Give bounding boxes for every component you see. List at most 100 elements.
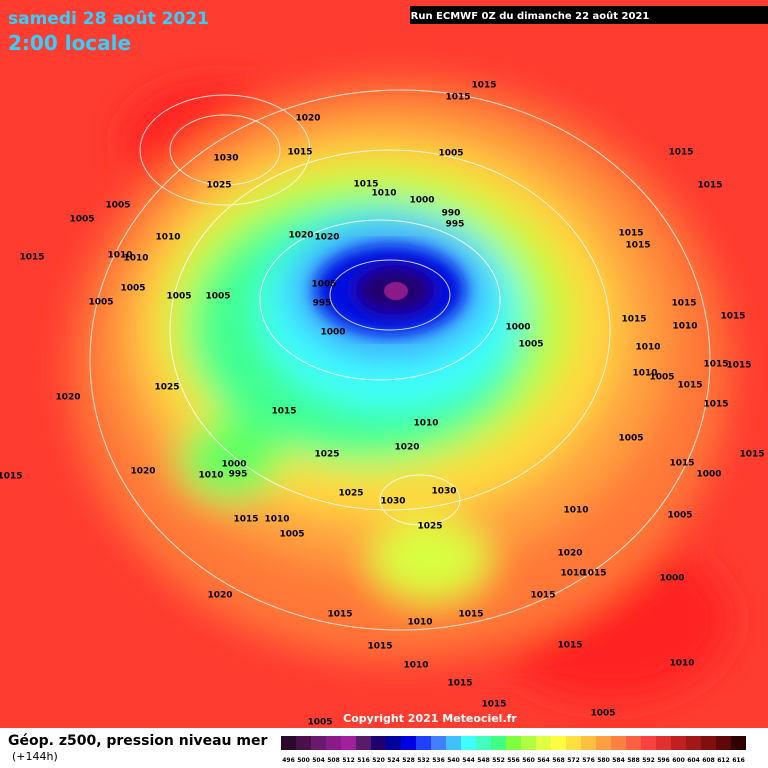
isobar-label: 1005: [311, 280, 336, 290]
isobar-label: 1015: [703, 360, 728, 370]
scale-label: 568: [552, 757, 565, 764]
color-scale: 496 500 504 508 512 516 520 524 528 532 536 540 544 5…: [281, 736, 746, 764]
isobar-label: 1010: [632, 369, 657, 379]
isobar-label: 1000: [221, 460, 246, 470]
scale-label: 516: [357, 757, 370, 764]
scale-label: 612: [717, 757, 730, 764]
isobar-label: 1015: [353, 180, 378, 190]
scale-swatch: [656, 736, 671, 750]
scale-label: 520: [372, 757, 385, 764]
isobar-label: 1015: [271, 407, 296, 417]
isobar-label: 1015: [739, 450, 764, 460]
isobar-label: 1015: [669, 459, 694, 469]
isobar-label: 1015: [668, 148, 693, 158]
isobar-label: 1020: [130, 467, 155, 477]
scale-swatch: [476, 736, 491, 750]
isobar-label: 1015: [697, 181, 722, 191]
isobar-label: 990: [442, 209, 461, 219]
scale-swatch: [491, 736, 506, 750]
isobar-label: 1000: [696, 470, 721, 480]
scale-label: 556: [507, 757, 520, 764]
scale-label: 548: [477, 757, 490, 764]
scale-swatch: [296, 736, 311, 750]
scale-label: 564: [537, 757, 550, 764]
scale-label: 504: [312, 757, 325, 764]
isobar-label: 1020: [314, 233, 339, 243]
isobar-label: 1020: [295, 114, 320, 124]
isobar-label: 1015: [233, 515, 258, 525]
isobar-label: 1005: [618, 434, 643, 444]
isobar-label: 1015: [471, 81, 496, 91]
isobar-label: 1010: [264, 515, 289, 525]
isobar-label: 1005: [518, 340, 543, 350]
isobar-label: 1015: [703, 400, 728, 410]
isobar-label: 1015: [0, 472, 23, 482]
isobar-label: 1010: [403, 661, 428, 671]
isobar-label: 1025: [338, 489, 363, 499]
isobar-label: 1005: [649, 373, 674, 383]
isobar-label: 1015: [19, 253, 44, 263]
isobar-label: 1015: [621, 315, 646, 325]
isobar-label: 1005: [69, 215, 94, 225]
scale-label: 500: [297, 757, 310, 764]
isobar-label: 1015: [367, 642, 392, 652]
run-info: Run ECMWF 0Z du dimanche 22 août 2021: [411, 10, 650, 22]
isobar-label: 1005: [105, 201, 130, 211]
isobar-label: 1030: [380, 497, 405, 507]
isobar-label: 1015: [530, 591, 555, 601]
isobar-label: 1015: [671, 299, 696, 309]
isobar-label: 1015: [625, 241, 650, 251]
scale-swatch: [716, 736, 731, 750]
isobar-label: 1015: [447, 679, 472, 689]
isobar-label: 1010: [107, 251, 132, 261]
scale-swatch: [731, 736, 746, 750]
scale-label: 596: [657, 757, 670, 764]
isobar-label: 1020: [557, 549, 582, 559]
scale-swatch: [371, 736, 386, 750]
isobar-label: 1005: [166, 292, 191, 302]
scale-swatch: [551, 736, 566, 750]
isobar-label: 1030: [213, 154, 238, 164]
scale-label: 544: [462, 757, 475, 764]
isobar-label: 1015: [458, 610, 483, 620]
scale-label: 536: [432, 757, 445, 764]
isobar-label: 1010: [371, 189, 396, 199]
isobar-label: 1000: [320, 328, 345, 338]
scale-swatch: [281, 736, 296, 750]
scale-swatch: [446, 736, 461, 750]
scale-swatch: [581, 736, 596, 750]
copyright: Copyright 2021 Meteociel.fr: [343, 712, 517, 725]
scale-label: 512: [342, 757, 355, 764]
isobar-label: 1015: [481, 700, 506, 710]
isobar-label: 1015: [287, 148, 312, 158]
isobar-label: 1010: [413, 419, 438, 429]
isobar-label: 1005: [667, 511, 692, 521]
isobar-label: 1025: [154, 383, 179, 393]
scale-swatch: [341, 736, 356, 750]
scale-swatch: [641, 736, 656, 750]
scale-label: 532: [417, 757, 430, 764]
isobar-label: 1010: [123, 254, 148, 264]
scale-label: 588: [627, 757, 640, 764]
isobar-label: 1025: [314, 450, 339, 460]
scale-swatch: [566, 736, 581, 750]
scale-swatch: [356, 736, 371, 750]
isobar-label: 1015: [720, 312, 745, 322]
isobar-label: 1015: [618, 229, 643, 239]
scale-swatch: [596, 736, 611, 750]
isobar-label: 1005: [438, 149, 463, 159]
isobar-label: 1010: [560, 569, 585, 579]
isobar-label: 995: [313, 299, 332, 309]
isobar-label: 1015: [726, 361, 751, 371]
isobar-label: 1020: [394, 443, 419, 453]
scale-label: 604: [687, 757, 700, 764]
scale-swatch: [686, 736, 701, 750]
isobar-label: 1000: [505, 323, 530, 333]
isobars: [89, 89, 711, 631]
isobar-label: 1010: [669, 659, 694, 669]
scale-swatch: [461, 736, 476, 750]
isobar-label: 1015: [445, 93, 470, 103]
isobar-label: 1020: [207, 591, 232, 601]
scale-label: 552: [492, 757, 505, 764]
